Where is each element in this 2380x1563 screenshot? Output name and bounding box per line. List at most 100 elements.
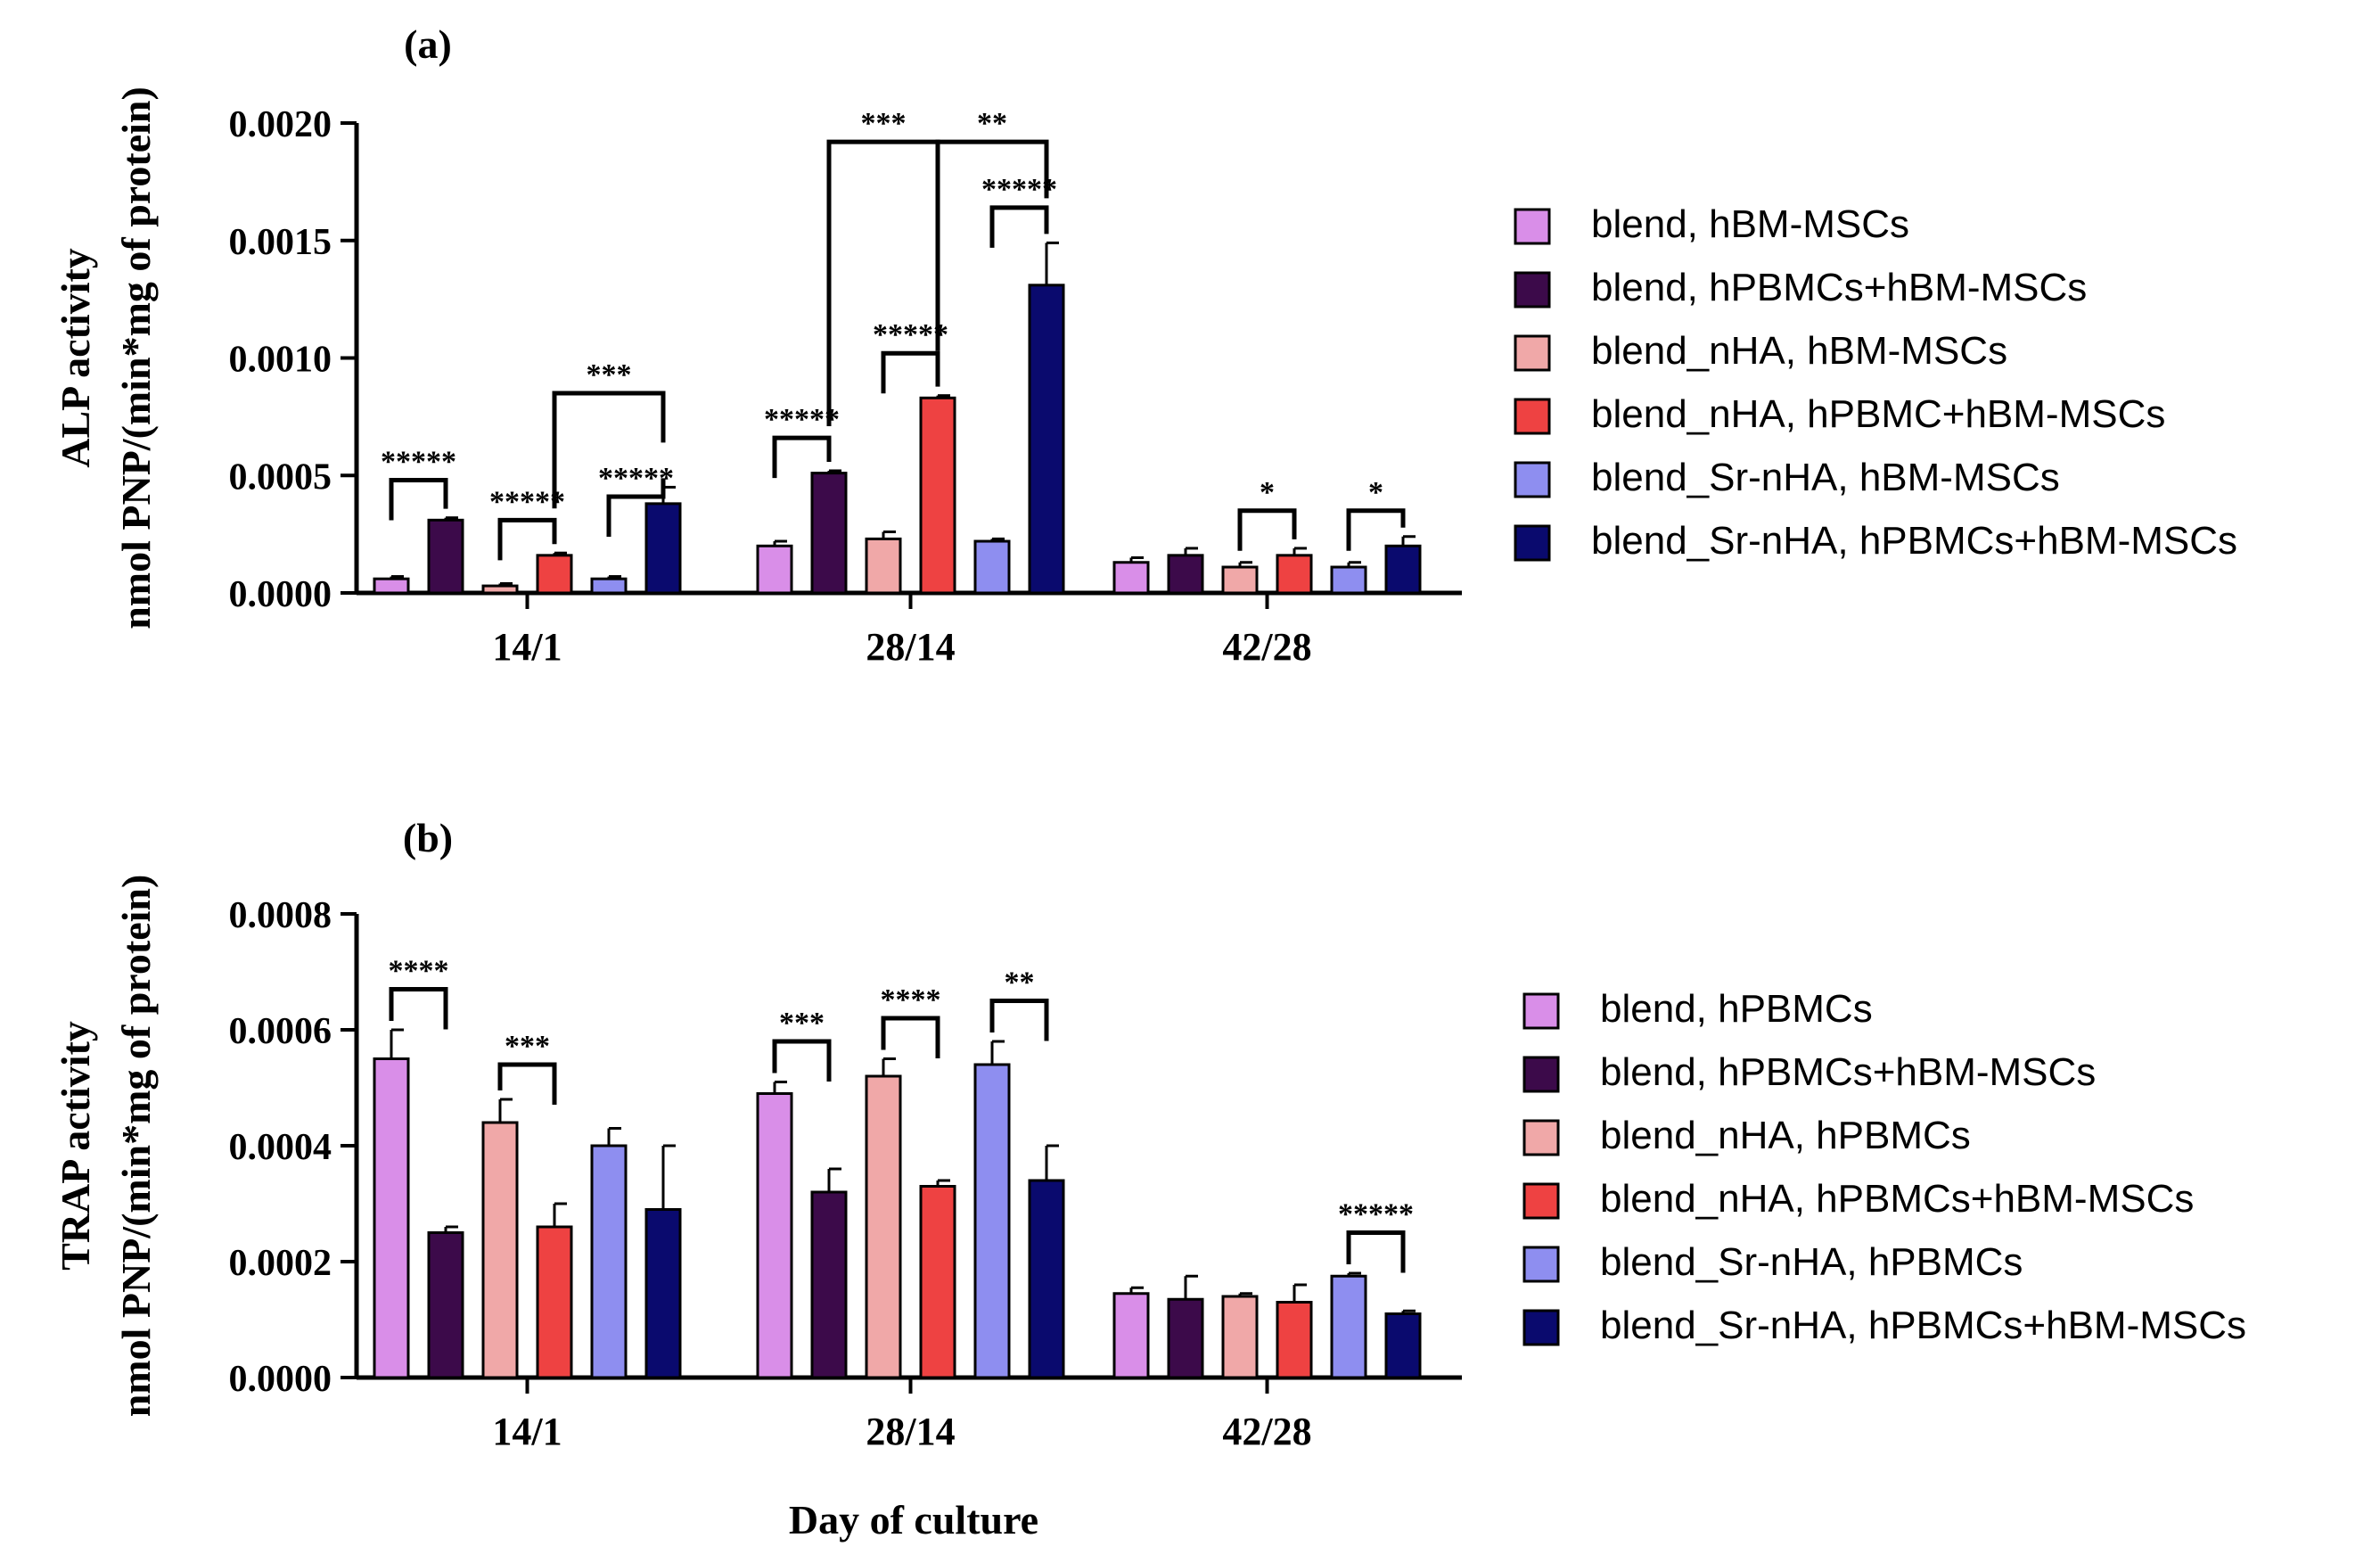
y-tick-label: 0.0008: [229, 895, 332, 936]
bar: [1330, 565, 1367, 595]
y-tick-label: 0.0015: [229, 222, 332, 263]
significance-label: *****: [381, 446, 456, 479]
bar: [1221, 565, 1259, 595]
bar: [1112, 1292, 1150, 1379]
legend-swatch: [1514, 271, 1551, 308]
bar: [810, 472, 848, 595]
legend-swatch: [1514, 208, 1551, 245]
y-axis-label: ALP activity: [53, 248, 98, 468]
bar: [481, 1121, 519, 1379]
legend-label: blend_Sr-nHA, hPBMCs: [1600, 1240, 2023, 1284]
y-tick-label: 0.0020: [229, 104, 332, 145]
legend-swatch: [1514, 524, 1551, 562]
significance-label: ***: [779, 1007, 825, 1040]
significance-label: ***: [861, 107, 907, 140]
bar: [481, 584, 519, 595]
significance-bracket: [881, 1016, 940, 1058]
significance-bracket: [881, 350, 940, 394]
bar: [1330, 1274, 1367, 1379]
significance-bracket: [552, 391, 666, 509]
bar: [1221, 1295, 1259, 1379]
significance-label: *: [1368, 476, 1383, 509]
bar: [865, 1074, 902, 1379]
bar: [1384, 1312, 1422, 1379]
panel-label: (a): [404, 21, 452, 67]
y-axis-unit-label: nmol PNP/(min*mg of protein): [113, 875, 159, 1418]
significance-bracket: [1237, 508, 1297, 551]
bar: [756, 1092, 793, 1379]
bar: [1384, 544, 1422, 595]
legend-label: blend_Sr-nHA, hBM-MSCs: [1591, 456, 2060, 499]
y-tick-label: 0.0005: [229, 457, 332, 498]
bar: [1167, 1297, 1204, 1379]
legend-label: blend_nHA, hPBMCs: [1600, 1114, 1971, 1157]
bar: [973, 539, 1011, 595]
panel-label: (b): [403, 815, 453, 860]
y-tick-label: 0.0000: [229, 1359, 332, 1400]
bar: [1028, 1179, 1065, 1379]
bar: [536, 554, 573, 595]
significance-bracket: [1346, 1230, 1406, 1273]
significance-label: **: [977, 107, 1007, 140]
significance-bracket: [935, 139, 1049, 351]
bar: [536, 1225, 573, 1379]
bar: [644, 502, 682, 595]
significance-bracket: [389, 987, 448, 1030]
bar: [756, 544, 793, 595]
x-tick-label: 42/28: [1222, 625, 1311, 669]
bar: [865, 537, 902, 595]
legend-label: blend, hPBMCs: [1600, 987, 1873, 1031]
significance-bracket: [497, 517, 557, 561]
legend-swatch: [1522, 1309, 1560, 1346]
x-tick-label: 28/14: [866, 1410, 955, 1453]
significance-label: **: [1005, 967, 1035, 999]
panel-a: (a) ALP activity nmol PNP/(min*mg of prote…: [53, 21, 2237, 669]
x-tick-label: 14/1: [492, 1410, 562, 1453]
significance-label: *****: [1338, 1198, 1414, 1231]
significance-bracket: [772, 1039, 832, 1082]
legend-label: blend, hBM-MSCs: [1591, 202, 1909, 246]
significance-label: ***: [505, 1030, 550, 1063]
significance-bracket: [772, 435, 832, 479]
significance-bracket: [1346, 508, 1406, 551]
legend-label: blend_Sr-nHA, hPBMCs+hBM-MSCs: [1600, 1304, 2246, 1347]
bar: [1167, 554, 1204, 595]
y-axis-label: TRAP activity: [53, 1021, 98, 1271]
bar: [427, 518, 464, 595]
significance-bracket: [989, 999, 1049, 1041]
bar: [644, 1208, 682, 1379]
significance-bracket: [389, 478, 448, 521]
significance-bracket: [606, 478, 666, 537]
legend-swatch: [1522, 1056, 1560, 1093]
legend: blend, hPBMCs blend, hPBMCs+hBM-MSCs blend…: [1522, 987, 2246, 1347]
bar: [1112, 561, 1150, 595]
bar: [919, 1185, 956, 1379]
x-axis-label: Day of culture: [789, 1497, 1038, 1542]
y-axis-unit-label: nmol PNP/(min*mg of protein): [113, 86, 159, 629]
bar: [590, 1144, 628, 1379]
significance-bracket: [989, 205, 1049, 248]
y-tick-label: 0.0002: [229, 1243, 332, 1284]
bar: [919, 396, 956, 595]
legend-swatch: [1514, 334, 1551, 372]
x-tick-label: 28/14: [866, 625, 955, 669]
bar: [427, 1231, 464, 1379]
significance-label: ****: [881, 983, 941, 1016]
significance-label: *****: [598, 462, 674, 495]
bar: [1276, 1301, 1313, 1379]
bar: [590, 577, 628, 595]
bar: [373, 1057, 410, 1379]
bar: [1028, 284, 1065, 595]
legend-swatch: [1514, 398, 1551, 435]
legend-swatch: [1522, 1246, 1560, 1283]
legend-label: blend_Sr-nHA, hPBMCs+hBM-MSCs: [1591, 519, 2237, 563]
significance-bracket: [497, 1062, 557, 1105]
legend-swatch: [1522, 992, 1560, 1030]
y-tick-label: 0.0000: [229, 574, 332, 615]
legend-swatch: [1514, 461, 1551, 498]
bar: [810, 1190, 848, 1379]
panel-b: (b) TRAP activity nmol PNP/(min*mg of prot…: [53, 815, 2246, 1453]
legend-swatch: [1522, 1119, 1560, 1156]
x-tick-label: 42/28: [1222, 1410, 1311, 1453]
